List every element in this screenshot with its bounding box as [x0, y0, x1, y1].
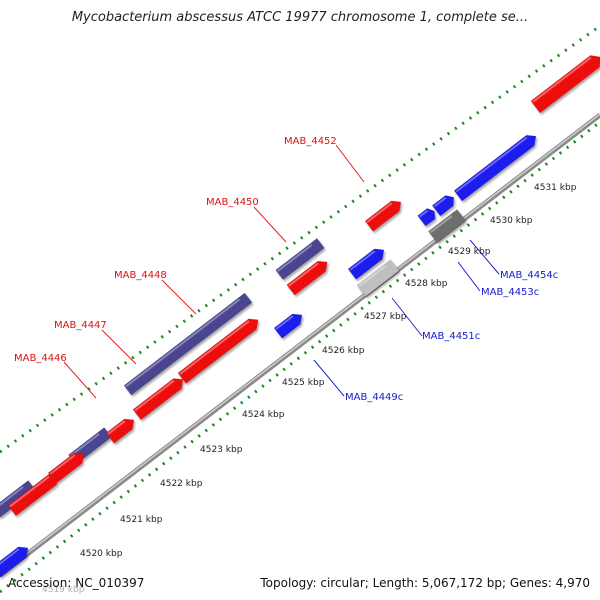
- scale-label: 4531 kbp: [534, 183, 577, 193]
- gene-track-mab-4448[interactable]: [123, 292, 253, 396]
- cds-mab-4446[interactable]: [105, 415, 138, 444]
- scale-label: 4521 kbp: [120, 515, 163, 525]
- scale-label: 4522 kbp: [160, 479, 203, 489]
- scale-label: 4523 kbp: [200, 445, 243, 455]
- scale-label: 4529 kbp: [448, 247, 491, 257]
- label-leader-line: [469, 239, 500, 275]
- gene-label[interactable]: MAB_4453c: [481, 287, 539, 298]
- scale-label: 4526 kbp: [322, 346, 365, 356]
- outer-tick-track: [0, 24, 600, 454]
- gene-label[interactable]: MAB_4447: [54, 320, 107, 331]
- gene-label[interactable]: MAB_4454c: [500, 270, 558, 281]
- gene-track-mab-4450[interactable]: [275, 238, 325, 280]
- gene-label[interactable]: MAB_4446: [14, 353, 67, 364]
- cds-mab-4451c[interactable]: [347, 245, 388, 280]
- cds-mab-4450[interactable]: [286, 257, 331, 296]
- scale-label: 4528 kbp: [405, 279, 448, 289]
- label-leader-line: [161, 279, 197, 315]
- label-leader-line: [457, 261, 481, 292]
- rna-mab-4453c[interactable]: [428, 209, 466, 243]
- inner-tick-track: [0, 120, 600, 594]
- label-leader-line: [335, 144, 365, 183]
- cds-left[interactable]: [7, 470, 62, 517]
- gene-label[interactable]: MAB_4452: [284, 136, 337, 147]
- chromosome-backbone: [0, 113, 600, 577]
- cds-top-right[interactable]: [530, 51, 600, 114]
- genome-summary-text: Topology: circular; Length: 5,067,172 bp…: [260, 576, 590, 590]
- pseudo-mab-4451c[interactable]: [356, 259, 400, 297]
- cds-mab-4447[interactable]: [132, 374, 187, 421]
- scale-label: 4519 kbp: [42, 585, 85, 595]
- gene-label[interactable]: MAB_4449c: [345, 392, 403, 403]
- label-leader-line: [101, 329, 137, 365]
- cds-mab-4444c[interactable]: [0, 543, 32, 578]
- label-leader-line: [313, 359, 345, 397]
- gene-label[interactable]: MAB_4448: [114, 270, 167, 281]
- scale-label: 4524 kbp: [242, 410, 285, 420]
- cds-mab-4449c[interactable]: [273, 310, 306, 339]
- scale-label: 4520 kbp: [80, 549, 123, 559]
- label-leader-line: [253, 206, 287, 243]
- label-leader-line: [391, 297, 423, 337]
- label-leader-line: [63, 361, 97, 399]
- cds-mab-4452[interactable]: [364, 197, 405, 232]
- cds-mab-4453c-b[interactable]: [417, 206, 439, 227]
- gene-label[interactable]: MAB_4450: [206, 197, 259, 208]
- gene-label[interactable]: MAB_4451c: [422, 331, 480, 342]
- map-title: Mycobacterium abscessus ATCC 19977 chrom…: [71, 10, 529, 25]
- cds-mab-4453c-a[interactable]: [431, 192, 457, 217]
- cds-mab-4448[interactable]: [177, 315, 262, 384]
- chromosome-backbone-highlight: [0, 113, 600, 575]
- scale-label: 4525 kbp: [282, 378, 325, 388]
- scale-label: 4530 kbp: [490, 216, 533, 226]
- cds-mab-4454c[interactable]: [453, 131, 540, 202]
- scale-label: 4527 kbp: [364, 312, 407, 322]
- accession-text: Accession: NC_010397: [8, 576, 145, 590]
